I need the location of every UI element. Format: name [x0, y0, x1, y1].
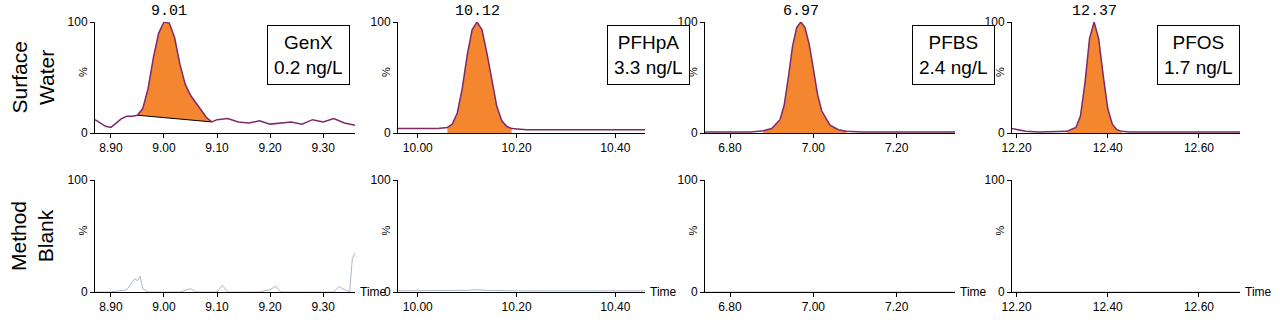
- svg-text:100: 100: [68, 15, 88, 29]
- svg-text:10.20: 10.20: [502, 300, 532, 314]
- svg-text:12.20: 12.20: [1002, 141, 1032, 155]
- svg-text:12.20: 12.20: [1002, 300, 1032, 314]
- svg-text:9.20: 9.20: [258, 300, 282, 314]
- svg-text:Time: Time: [360, 285, 387, 299]
- svg-text:12.40: 12.40: [1093, 300, 1123, 314]
- svg-text:0: 0: [384, 126, 391, 140]
- svg-text:7.20: 7.20: [885, 300, 909, 314]
- svg-text:7.00: 7.00: [802, 300, 826, 314]
- svg-text:%: %: [77, 67, 89, 77]
- svg-text:PFHpA3.3 ng/L: PFHpA3.3 ng/L: [614, 32, 683, 78]
- svg-text:100: 100: [678, 173, 698, 187]
- svg-text:7.20: 7.20: [885, 141, 909, 155]
- svg-text:%: %: [687, 67, 699, 77]
- svg-text:10.40: 10.40: [600, 141, 630, 155]
- svg-text:10.40: 10.40: [600, 300, 630, 314]
- svg-text:8.90: 8.90: [99, 141, 123, 155]
- svg-text:6.80: 6.80: [718, 141, 742, 155]
- svg-text:10.00: 10.00: [403, 300, 433, 314]
- svg-text:9.00: 9.00: [152, 141, 176, 155]
- svg-text:6.97: 6.97: [783, 3, 819, 20]
- svg-text:10.20: 10.20: [502, 141, 532, 155]
- svg-text:%: %: [994, 225, 1006, 235]
- svg-text:0: 0: [384, 285, 391, 299]
- svg-text:0: 0: [81, 285, 88, 299]
- svg-text:9.01: 9.01: [151, 3, 187, 20]
- svg-text:PFOS1.7 ng/L: PFOS1.7 ng/L: [1164, 32, 1233, 78]
- svg-text:MethodBlank: MethodBlank: [7, 201, 57, 271]
- svg-text:12.60: 12.60: [1184, 141, 1214, 155]
- svg-text:0: 0: [998, 285, 1005, 299]
- svg-text:8.90: 8.90: [99, 300, 123, 314]
- svg-text:10.12: 10.12: [455, 3, 500, 20]
- svg-text:0: 0: [691, 285, 698, 299]
- svg-text:7.00: 7.00: [802, 141, 826, 155]
- svg-text:9.20: 9.20: [258, 141, 282, 155]
- svg-text:0: 0: [691, 126, 698, 140]
- svg-text:9.30: 9.30: [311, 300, 335, 314]
- svg-text:6.80: 6.80: [718, 300, 742, 314]
- svg-text:GenX0.2 ng/L: GenX0.2 ng/L: [274, 32, 343, 78]
- svg-text:Time: Time: [960, 285, 987, 299]
- svg-text:100: 100: [371, 173, 391, 187]
- svg-text:0: 0: [81, 126, 88, 140]
- svg-text:%: %: [380, 225, 392, 235]
- svg-text:10.00: 10.00: [403, 141, 433, 155]
- svg-text:9.30: 9.30: [311, 141, 335, 155]
- svg-text:%: %: [380, 67, 392, 77]
- svg-text:9.10: 9.10: [205, 300, 229, 314]
- svg-text:9.10: 9.10: [205, 141, 229, 155]
- svg-text:%: %: [994, 67, 1006, 77]
- svg-text:Time: Time: [650, 285, 677, 299]
- svg-text:9.00: 9.00: [152, 300, 176, 314]
- svg-text:12.60: 12.60: [1184, 300, 1214, 314]
- svg-text:100: 100: [371, 15, 391, 29]
- svg-text:100: 100: [985, 15, 1005, 29]
- svg-text:SurfaceWater: SurfaceWater: [8, 41, 58, 113]
- svg-text:100: 100: [678, 15, 698, 29]
- svg-text:Time: Time: [1245, 285, 1272, 299]
- svg-text:100: 100: [68, 173, 88, 187]
- svg-text:0: 0: [998, 126, 1005, 140]
- svg-text:12.37: 12.37: [1072, 3, 1117, 20]
- svg-text:%: %: [687, 225, 699, 235]
- svg-text:PFBS2.4 ng/L: PFBS2.4 ng/L: [919, 32, 988, 78]
- svg-text:%: %: [77, 225, 89, 235]
- svg-text:12.40: 12.40: [1093, 141, 1123, 155]
- svg-text:100: 100: [985, 173, 1005, 187]
